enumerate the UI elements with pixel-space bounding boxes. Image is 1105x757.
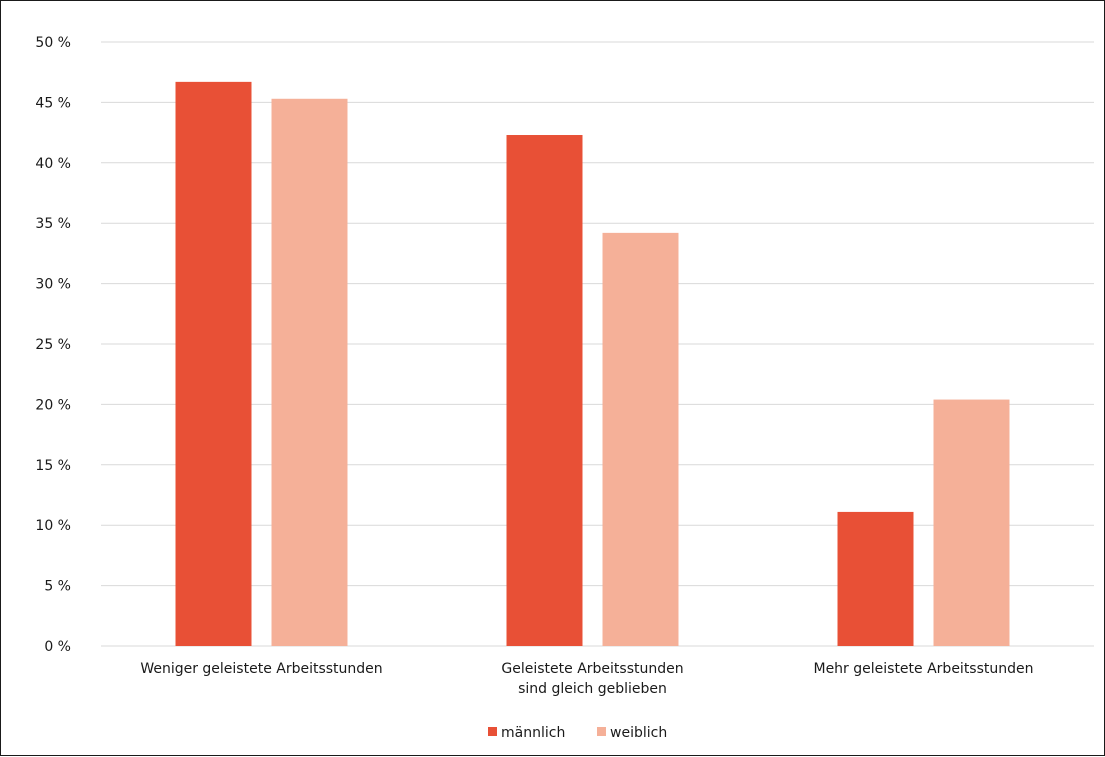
- y-tick-label: 40 %: [35, 156, 71, 172]
- bar-mnnlich-2: [837, 511, 914, 646]
- bar-mnnlich-1: [506, 135, 583, 647]
- y-tick-label: 35 %: [35, 216, 71, 232]
- y-tick-label: 20 %: [35, 397, 71, 413]
- x-category-label: Geleistete Arbeitsstunden sind gleich geb…: [501, 661, 683, 697]
- y-tick-label: 5 %: [44, 579, 71, 595]
- x-axis-category-labels: Weniger geleistete Arbeitsstunden Geleist…: [140, 661, 1033, 697]
- bar-weiblich-2: [933, 399, 1010, 646]
- y-tick-label: 30 %: [35, 277, 71, 293]
- bar-weiblich-0: [271, 98, 348, 646]
- x-category-label: Mehr geleistete Arbeitsstunden: [813, 661, 1033, 677]
- y-tick-label: 50 %: [35, 35, 71, 51]
- legend: männlich weiblich: [488, 725, 667, 741]
- legend-swatch: [488, 727, 497, 736]
- legend-label: weiblich: [610, 725, 667, 741]
- gridlines: [101, 41, 1094, 647]
- y-tick-label: 25 %: [35, 337, 71, 353]
- y-tick-label: 0 %: [44, 639, 71, 655]
- y-tick-label: 45 %: [35, 95, 71, 111]
- x-category-label: Weniger geleistete Arbeitsstunden: [140, 661, 382, 677]
- legend-label: männlich: [501, 725, 565, 741]
- y-tick-label: 10 %: [35, 518, 71, 534]
- legend-swatch: [597, 727, 606, 736]
- bar-weiblich-1: [602, 232, 679, 646]
- bar-mnnlich-0: [175, 81, 252, 646]
- bars: [175, 81, 1010, 647]
- y-axis-tick-labels: 0 % 5 % 10 % 15 % 20 % 25 % 30 % 35 % 40 % 45 % 50…: [35, 35, 71, 655]
- y-tick-label: 15 %: [35, 458, 71, 474]
